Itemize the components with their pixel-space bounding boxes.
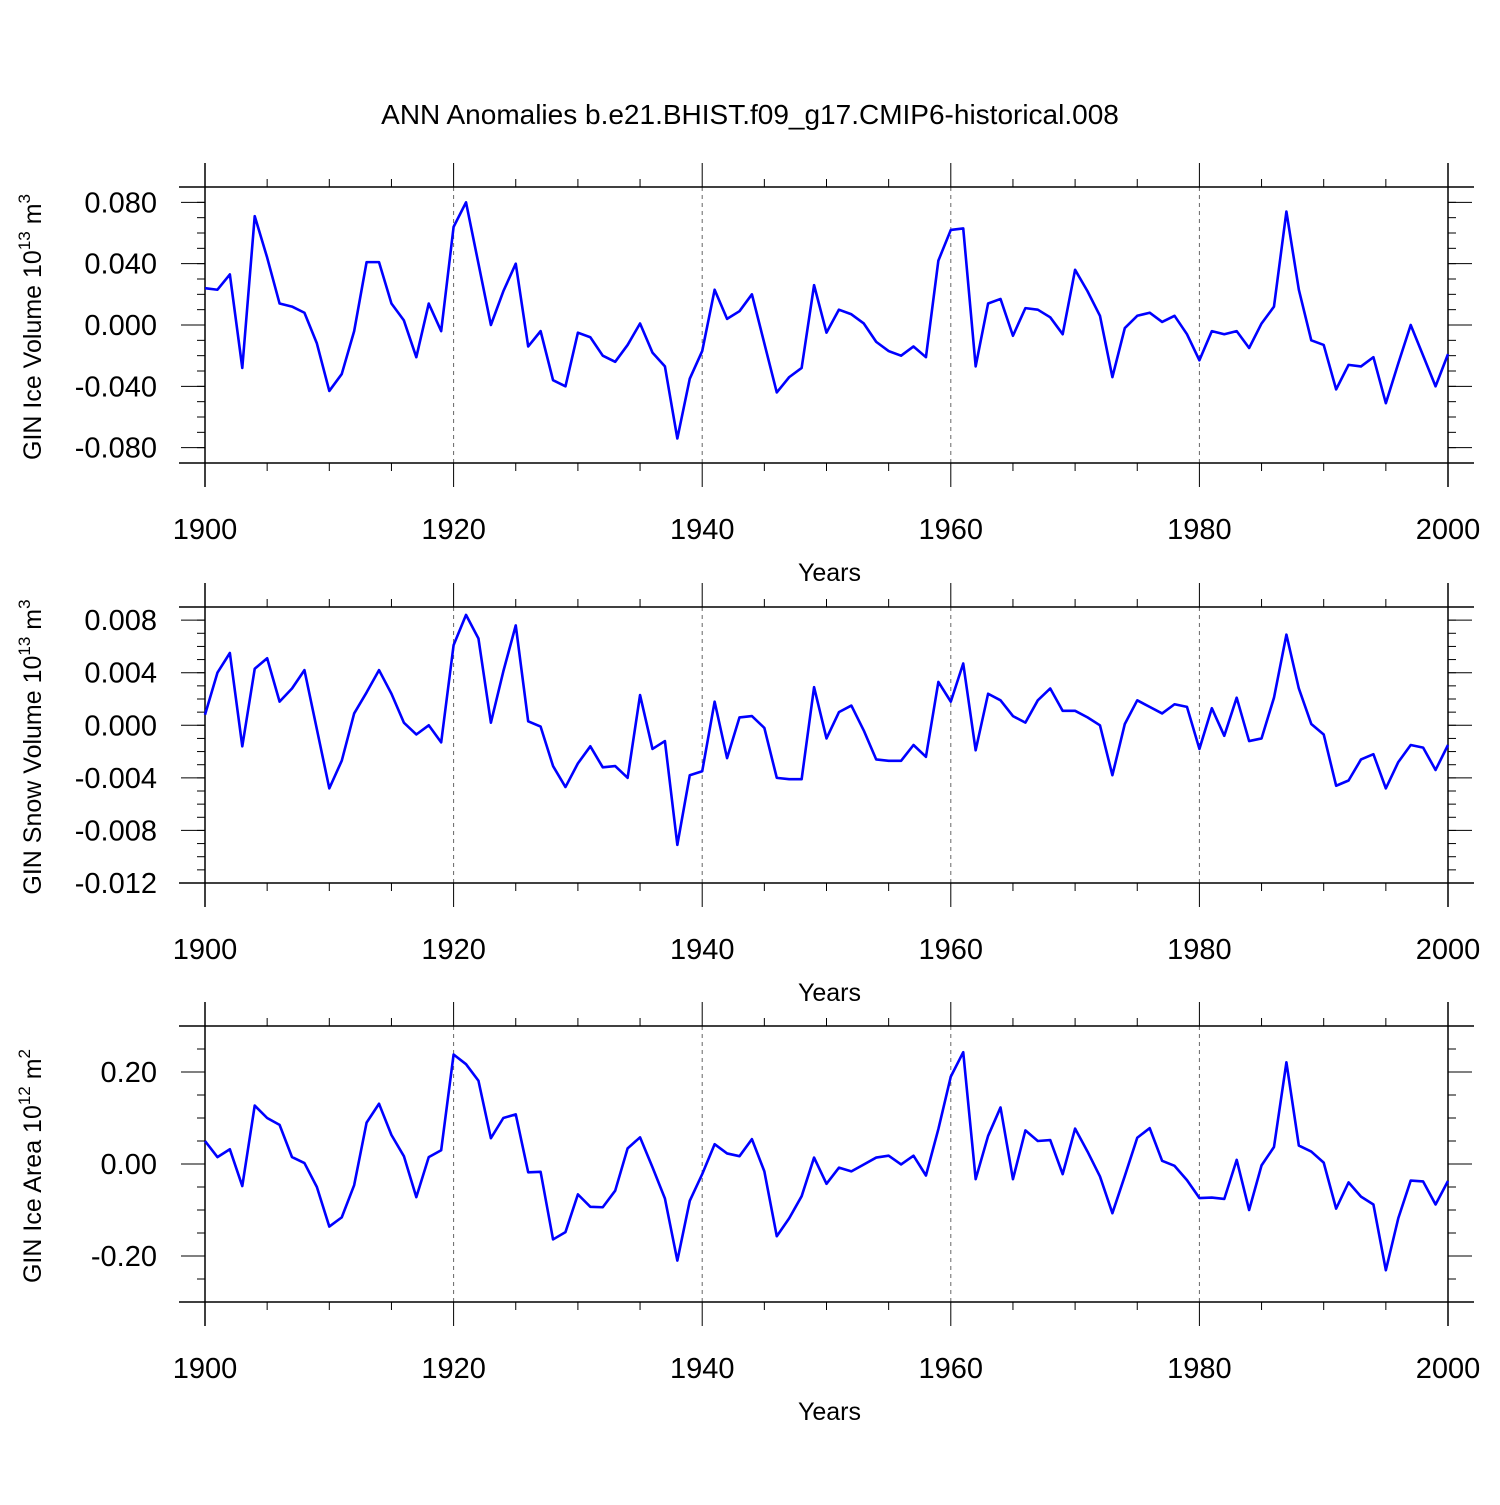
y-tick-label: 0.000 — [84, 310, 157, 342]
x-tick-label: 1920 — [421, 934, 486, 966]
x-tick-label: 1960 — [919, 1353, 984, 1385]
x-tick-label: 1920 — [421, 1353, 486, 1385]
series-line-3 — [203, 1050, 1450, 1272]
y-tick-label: -0.080 — [75, 433, 157, 465]
panel-1: -0.080 -0.040 0.000 0.040 0.080 1900 1920 1940 1… — [15, 163, 1480, 587]
y-tick-label: -0.008 — [75, 815, 157, 847]
x-tick-label: 1960 — [919, 934, 984, 966]
x-tick-label: 1960 — [919, 514, 984, 546]
x-tick-label: 2000 — [1416, 934, 1481, 966]
x-tick-label: 1900 — [173, 514, 238, 546]
chart-title: ANN Anomalies b.e21.BHIST.f09_g17.CMIP6-… — [381, 99, 1119, 130]
y-tick-label: 0.008 — [84, 605, 157, 637]
x-tick-label: 1900 — [173, 1353, 238, 1385]
y-tick-label: -0.012 — [75, 868, 157, 900]
y-tick-label: 0.00 — [101, 1149, 157, 1181]
x-tick-label: 2000 — [1416, 514, 1481, 546]
x-tick-label: 1980 — [1167, 1353, 1232, 1385]
x-tick-label: 1920 — [421, 514, 486, 546]
y-tick-label: 0.080 — [84, 187, 157, 219]
y-axis-title: GIN Snow Volume 1013 m3 — [15, 599, 47, 894]
panel-3: -0.20 0.00 0.20 1900 1920 1940 1960 1980 2000 Yea… — [15, 1002, 1480, 1426]
x-tick-label: 1940 — [670, 514, 735, 546]
x-axis-title: Years — [798, 559, 861, 587]
y-axis-title: GIN Ice Area 1012 m2 — [15, 1049, 47, 1283]
x-axis-title: Years — [798, 979, 861, 1007]
y-tick-label: 0.040 — [84, 249, 157, 281]
y-tick-label: -0.20 — [91, 1241, 157, 1273]
y-tick-label: 0.000 — [84, 710, 157, 742]
y-tick-label: 0.20 — [101, 1057, 157, 1089]
x-tick-label: 1940 — [670, 1353, 735, 1385]
x-tick-label: 2000 — [1416, 1353, 1481, 1385]
y-axis-title: GIN Ice Volume 1013 m3 — [15, 194, 47, 460]
y-tick-label: -0.040 — [75, 371, 157, 403]
y-tick-label: 0.004 — [84, 658, 157, 690]
x-tick-label: 1980 — [1167, 934, 1232, 966]
y-tick-label: -0.004 — [75, 763, 157, 795]
x-axis-title: Years — [798, 1398, 861, 1426]
series-line-1 — [204, 201, 1450, 440]
panel-2: -0.012 -0.008 -0.004 0.000 0.004 0.008 1900 192… — [15, 583, 1480, 1007]
x-tick-label: 1940 — [670, 934, 735, 966]
series-line-2 — [203, 613, 1450, 847]
x-tick-label: 1980 — [1167, 514, 1232, 546]
x-tick-label: 1900 — [173, 934, 238, 966]
